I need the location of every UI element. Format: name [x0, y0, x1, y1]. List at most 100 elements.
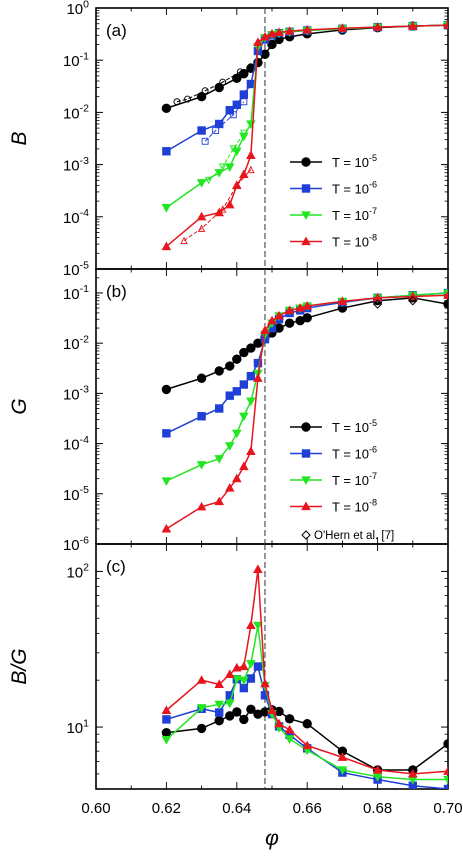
y-tick-label: 10-5 [63, 259, 89, 279]
data-point [337, 23, 348, 32]
data-point [239, 69, 249, 79]
y-tick-label: 10-1 [63, 283, 89, 303]
legend-marker [301, 236, 311, 246]
data-point [197, 126, 206, 135]
data-point [215, 404, 224, 413]
data-point [408, 775, 418, 785]
reference-line [208, 132, 245, 181]
data-point [232, 73, 242, 84]
data-point [284, 735, 295, 744]
data-point [196, 675, 207, 684]
data-point [214, 455, 224, 464]
data-point [161, 103, 172, 113]
data-point [246, 371, 256, 381]
panel-data [161, 564, 448, 789]
panel-frames [95, 7, 449, 790]
data-point [232, 354, 242, 364]
data-point [408, 291, 418, 301]
data-point [232, 429, 242, 439]
data-point [239, 347, 249, 358]
data-point [196, 723, 207, 734]
data-point [302, 300, 312, 310]
data-point [253, 564, 263, 574]
data-point [196, 704, 207, 713]
data-point [246, 674, 256, 683]
y-tick-label: 10-4 [63, 434, 89, 454]
data-point [239, 380, 249, 389]
data-point [224, 669, 235, 678]
data-point [260, 678, 270, 688]
data-point [246, 343, 256, 353]
data-point [274, 310, 284, 320]
data-point [224, 483, 235, 492]
series-line [165, 625, 448, 781]
data-point [274, 27, 284, 37]
legend-marker [301, 157, 311, 167]
data-point [224, 699, 235, 709]
axis-labels: 10-5 10-4 10-3 10-2 10-1 100 (a) B 10-6 10-5 10-4 1… [8, 0, 463, 850]
data-point [224, 199, 235, 209]
data-point [372, 22, 383, 31]
data-point [225, 361, 235, 371]
panel-data [161, 20, 448, 251]
data-point [260, 31, 270, 41]
x-tick-label: 0.62 [152, 800, 181, 817]
data-point [161, 727, 172, 738]
x-tick-label: 0.64 [222, 800, 251, 817]
data-point [232, 662, 242, 672]
data-point [196, 211, 207, 221]
data-point [196, 373, 207, 383]
panel-label: (c) [106, 557, 126, 576]
data-point [239, 683, 249, 693]
legend-marker [301, 422, 311, 432]
data-point [214, 700, 224, 710]
data-point [215, 708, 224, 717]
data-point [246, 120, 256, 129]
data-point [224, 442, 235, 451]
data-point [224, 163, 235, 172]
data-point [161, 523, 172, 533]
data-point [161, 477, 172, 486]
data-point [408, 21, 418, 30]
data-point [225, 106, 234, 115]
legend-label: T = 10-7 [332, 471, 377, 488]
data-point [232, 675, 242, 684]
data-point [443, 20, 448, 29]
data-point [253, 358, 263, 368]
legend-marker [301, 501, 311, 511]
data-point [260, 325, 270, 334]
data-point [239, 132, 249, 142]
legend-label: T = 10-8 [332, 233, 377, 250]
reference-point [247, 165, 255, 174]
data-point [443, 775, 448, 785]
panel-frame [95, 268, 449, 545]
data-point [161, 736, 172, 745]
data-point [284, 724, 295, 734]
y-tick-label: 100 [66, 0, 89, 18]
data-point [161, 384, 172, 395]
y-tick-label: 10-2 [63, 333, 89, 353]
y-tick-label: 10-2 [63, 103, 89, 123]
data-point [372, 292, 383, 302]
panel-label: (a) [106, 21, 127, 40]
data-point [443, 739, 448, 749]
y-tick-label: 10-3 [63, 155, 89, 175]
series-line [166, 708, 448, 771]
legend-marker [301, 449, 311, 458]
data-point [372, 764, 383, 774]
y-tick-label: 102 [66, 562, 89, 582]
data-point [239, 412, 249, 422]
data-point [161, 241, 172, 251]
data-point [215, 119, 224, 129]
legend-label: O'Hern et al. [7] [314, 530, 394, 542]
data-point [162, 715, 171, 724]
data-point [443, 766, 448, 775]
data-point [197, 412, 206, 421]
reference-point [197, 224, 206, 232]
data-point [246, 397, 256, 407]
data-point [408, 768, 418, 778]
series-line [166, 294, 448, 530]
x-tick-label: 0.70 [433, 800, 462, 817]
data-point [214, 715, 224, 726]
data-point [239, 169, 249, 178]
